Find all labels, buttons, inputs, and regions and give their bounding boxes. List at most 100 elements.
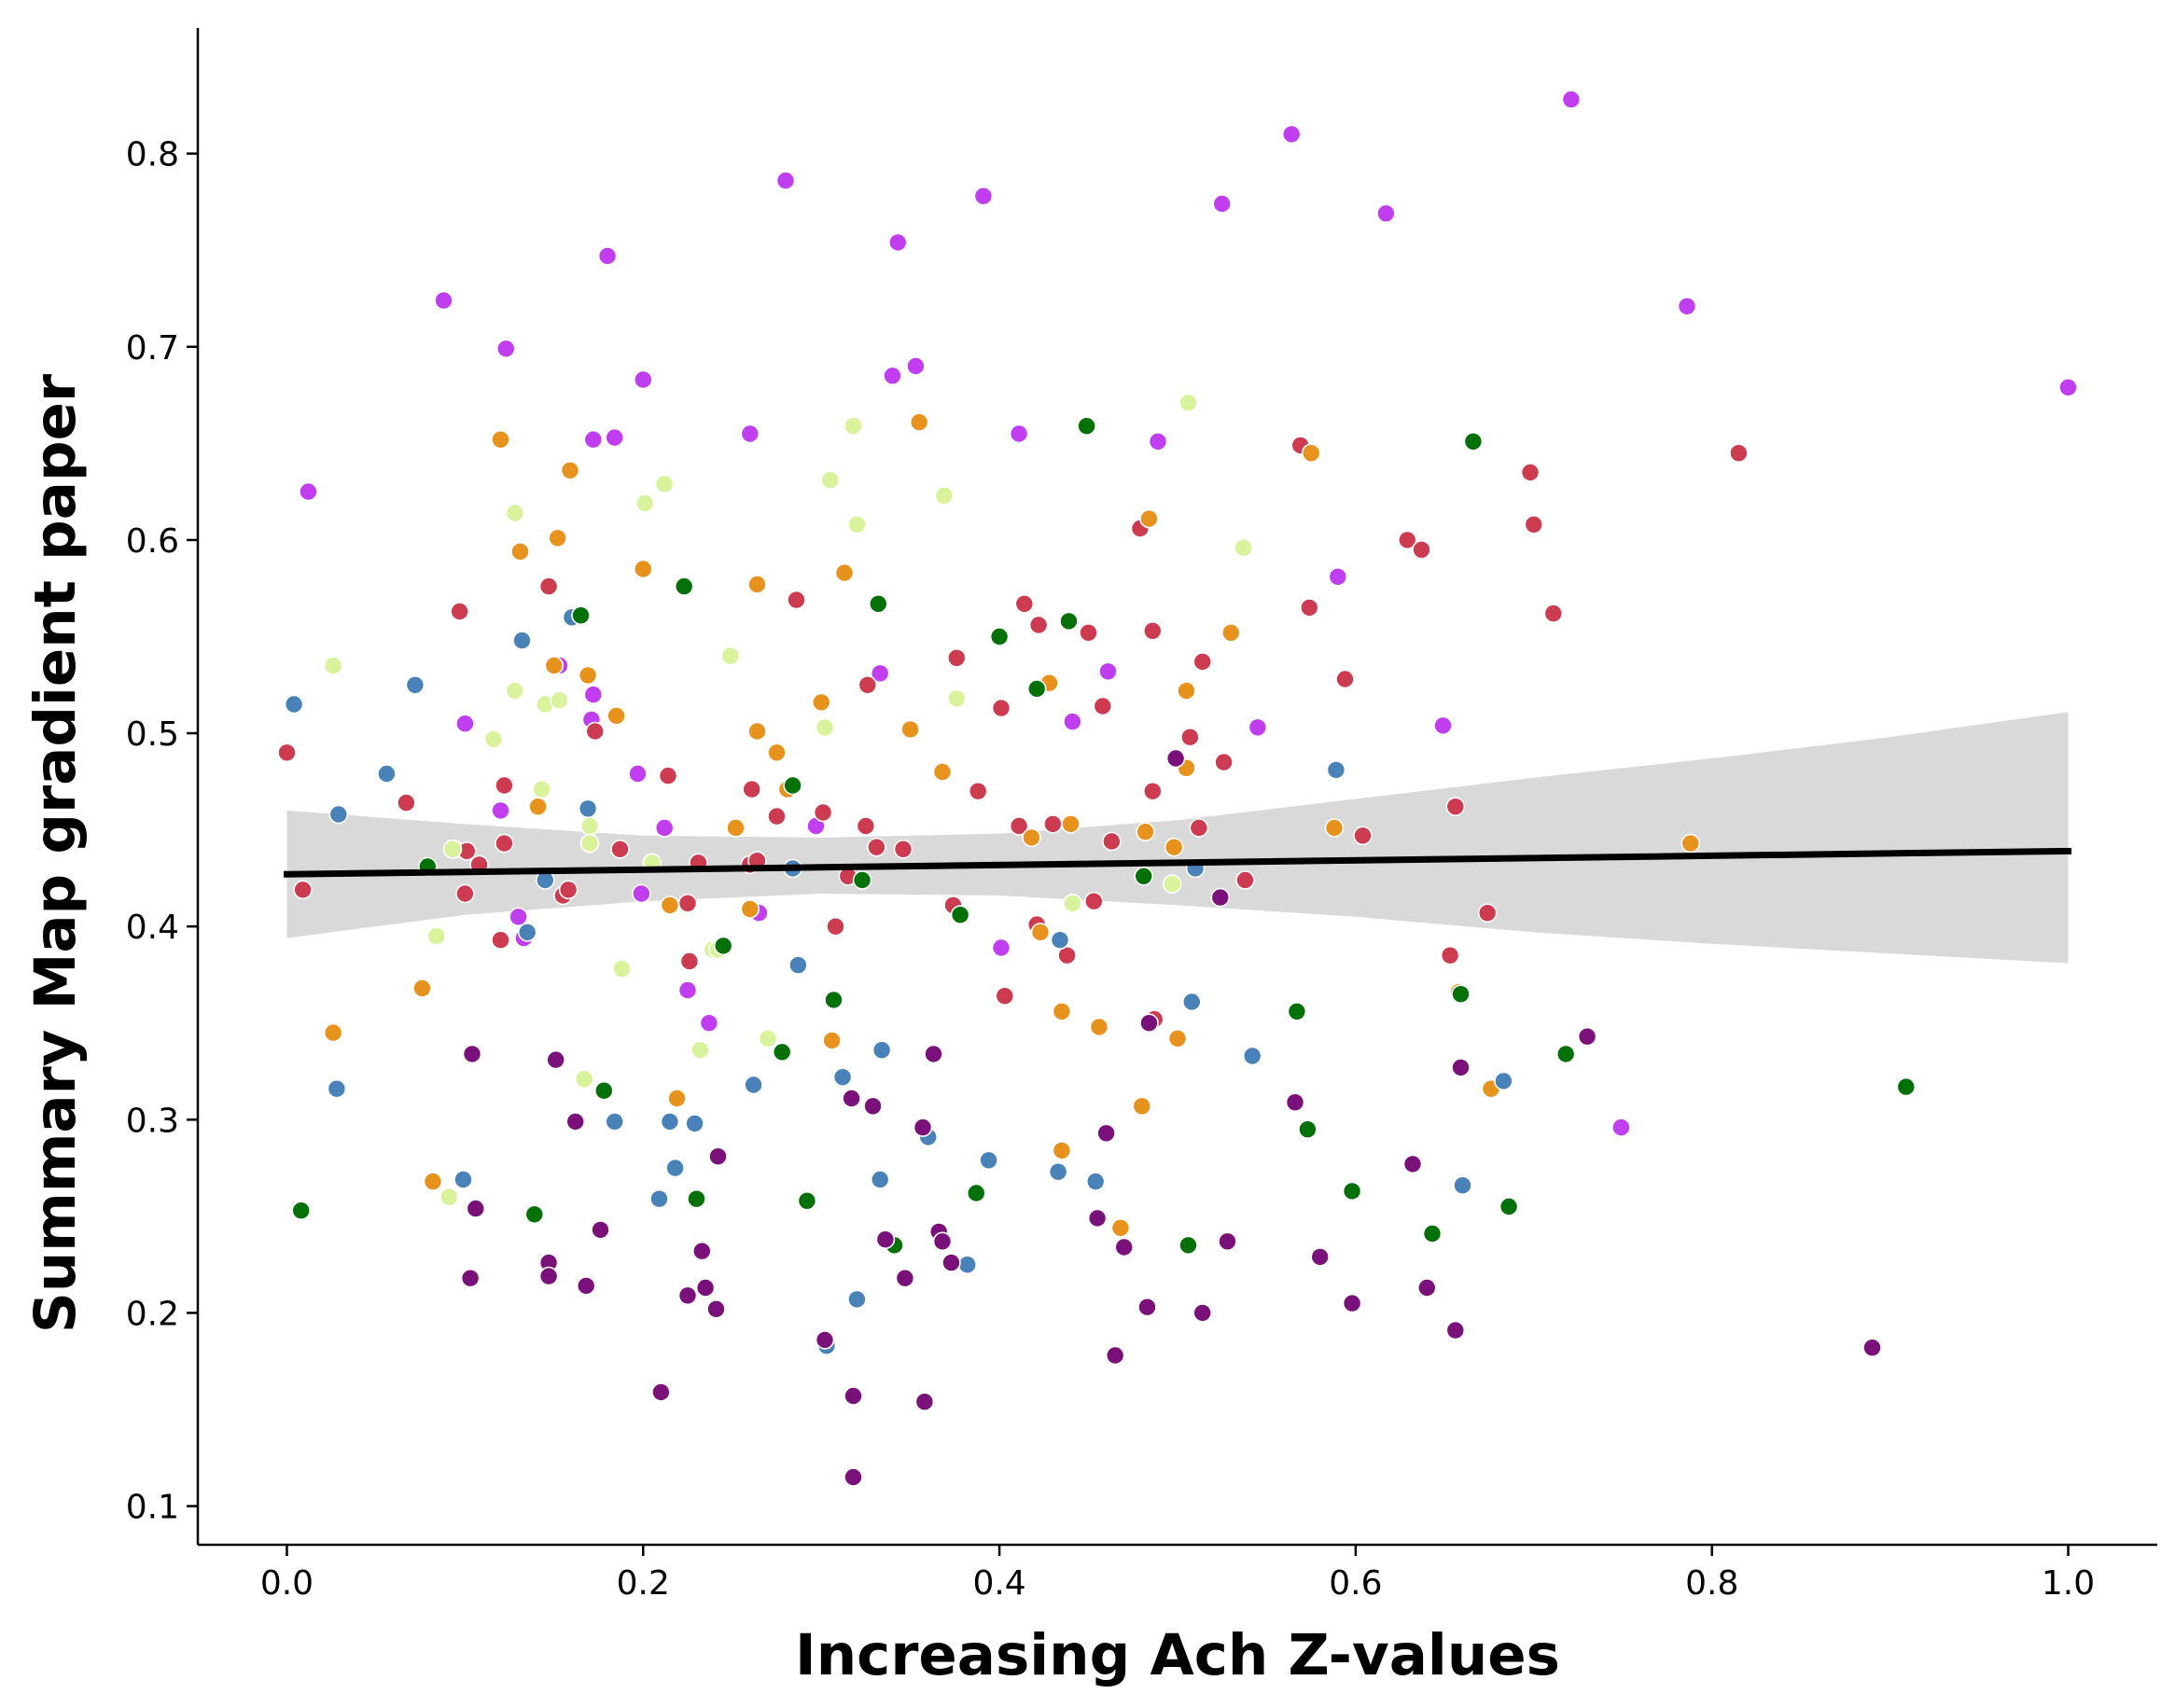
data-point: [824, 990, 844, 1010]
data-point: [423, 1172, 443, 1191]
data-point: [674, 576, 694, 596]
data-point: [1310, 1247, 1330, 1267]
data-point: [495, 833, 514, 854]
data-point: [677, 893, 698, 913]
data-point: [740, 899, 760, 919]
data-point: [633, 559, 653, 579]
y-tick-label: 0.1: [126, 1489, 179, 1527]
data-point: [1402, 1154, 1423, 1174]
data-point: [758, 1029, 778, 1048]
data-point: [605, 427, 625, 448]
data-point: [1132, 1096, 1152, 1117]
data-point: [1221, 622, 1241, 643]
data-point: [991, 937, 1011, 958]
data-point: [1052, 1141, 1072, 1160]
data-point: [1178, 1235, 1198, 1256]
data-point: [834, 562, 855, 583]
data-point: [291, 1201, 312, 1220]
data-point: [293, 880, 313, 900]
data-point: [900, 719, 920, 740]
data-point: [1298, 1119, 1318, 1139]
data-point: [1561, 90, 1582, 109]
data-point: [1287, 1002, 1307, 1021]
data-point: [1180, 727, 1200, 747]
data-point: [1085, 1172, 1106, 1191]
data-point: [1445, 797, 1466, 817]
data-point: [1089, 1017, 1109, 1037]
data-point: [744, 1075, 763, 1095]
data-point: [1677, 296, 1697, 316]
data-point: [1164, 837, 1184, 857]
data-point: [1079, 622, 1098, 643]
data-point: [1218, 1231, 1237, 1252]
data-point: [690, 1040, 710, 1060]
data-point: [579, 816, 600, 836]
data-point: [691, 1241, 712, 1261]
data-point: [606, 706, 626, 726]
data-point: [914, 1392, 935, 1411]
data-point: [820, 470, 841, 491]
y-tick-label: 0.5: [126, 715, 179, 754]
data-point: [1143, 620, 1163, 641]
data-point: [941, 1253, 961, 1272]
data-point: [871, 1040, 892, 1060]
data-point: [583, 685, 604, 704]
data-point: [967, 1183, 986, 1203]
data-point: [1182, 992, 1202, 1012]
data-point: [1451, 984, 1471, 1004]
data-point: [491, 930, 510, 951]
data-point: [1178, 393, 1198, 413]
data-point: [605, 1112, 625, 1132]
data-point: [1342, 1181, 1362, 1201]
data-point: [685, 1114, 704, 1133]
y-tick-label: 0.6: [126, 522, 179, 561]
data-point: [1611, 1118, 1631, 1137]
regression-line: [283, 847, 2072, 878]
data-point: [597, 246, 618, 266]
data-point: [1445, 1320, 1466, 1340]
data-point: [747, 575, 767, 594]
points-layer: [277, 90, 2078, 1487]
data-point: [1022, 827, 1041, 848]
data-point: [1143, 781, 1163, 801]
data-point: [277, 743, 297, 763]
data-point: [857, 674, 878, 695]
y-tick-label: 0.2: [126, 1295, 179, 1333]
data-point: [868, 593, 888, 614]
data-point: [767, 743, 787, 763]
data-point: [483, 729, 504, 749]
data-point: [1242, 1046, 1262, 1066]
data-point: [1098, 661, 1118, 682]
confidence-band: [286, 712, 2069, 964]
data-point: [284, 694, 304, 715]
data-point: [815, 717, 835, 738]
data-point: [491, 429, 510, 450]
x-tick-label: 0.4: [972, 1564, 1025, 1603]
data-point: [612, 959, 632, 979]
regression-layer: [283, 847, 2072, 878]
data-point: [1165, 748, 1186, 769]
data-point: [546, 1049, 566, 1070]
data-point: [426, 926, 447, 946]
data-point: [1114, 1237, 1134, 1257]
data-point: [695, 1278, 716, 1298]
data-point: [323, 1022, 343, 1043]
data-point: [323, 656, 343, 675]
data-point: [634, 493, 655, 513]
data-point: [1014, 593, 1035, 614]
data-point: [455, 883, 475, 904]
data-point: [1398, 530, 1417, 550]
data-point: [1134, 866, 1153, 886]
x-tick-label: 0.6: [1329, 1564, 1382, 1603]
data-point: [924, 1044, 943, 1064]
data-point: [665, 1158, 685, 1178]
data-point: [1412, 539, 1431, 560]
data-point: [1555, 1044, 1576, 1064]
data-point: [1137, 1297, 1157, 1317]
data-point: [847, 1289, 867, 1310]
data-point: [1192, 652, 1212, 672]
data-point: [510, 541, 530, 562]
data-point: [887, 232, 908, 253]
data-point: [677, 980, 698, 1000]
